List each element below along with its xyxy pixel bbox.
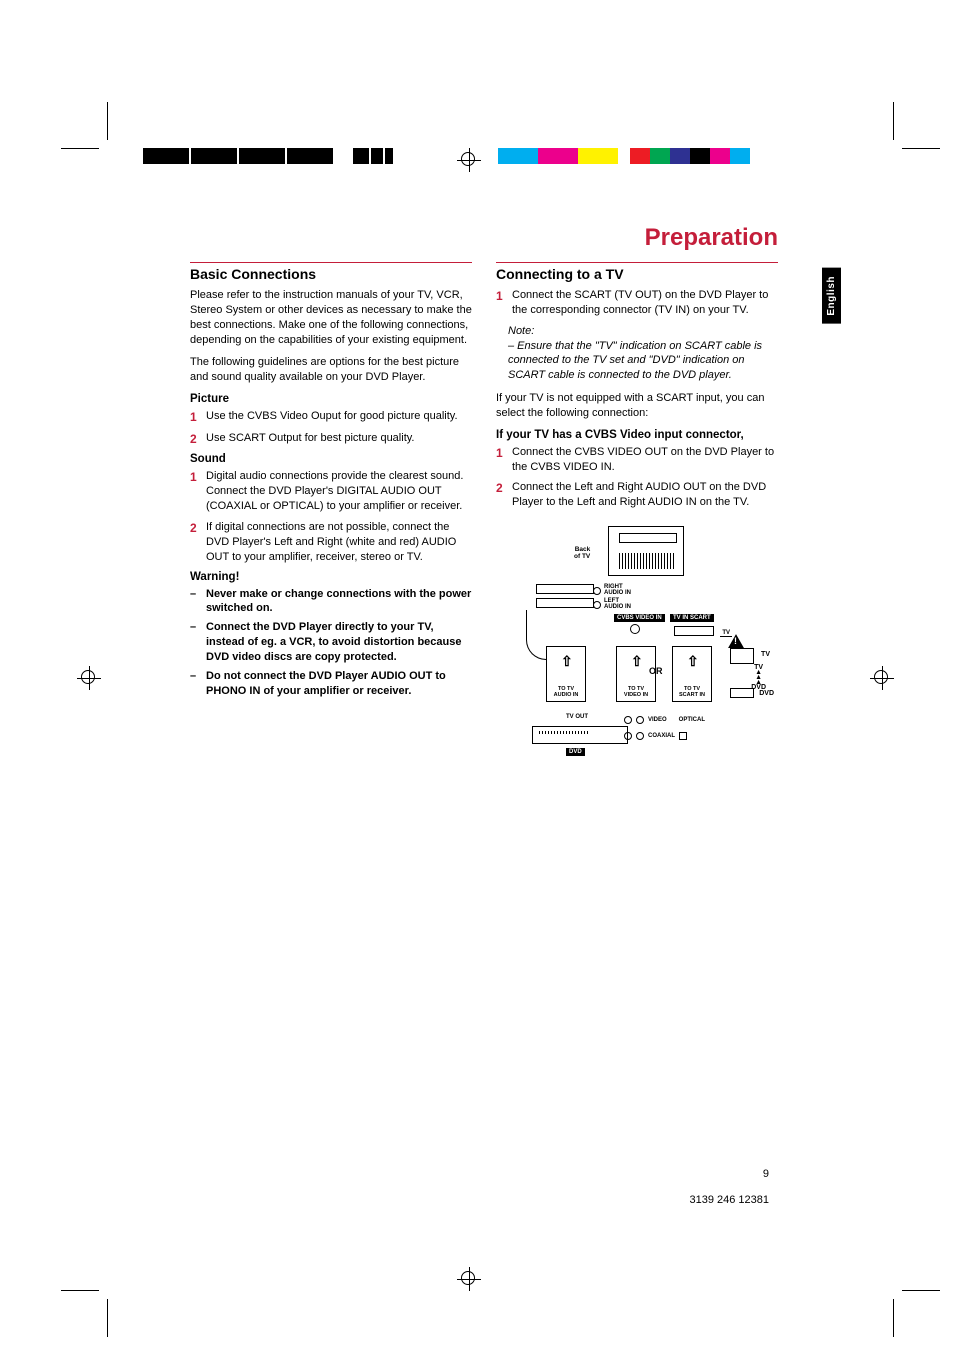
list-item: 1Use the CVBS Video Ouput for good pictu… [190, 409, 472, 425]
audio-right-jack [536, 584, 594, 594]
label-tv: TV [761, 651, 770, 658]
intro-paragraph: The following guidelines are options for… [190, 355, 472, 385]
section-connecting-tv: Connecting to a TV [496, 262, 778, 282]
list-item: 2If digital connections are not possible… [190, 520, 472, 565]
paragraph: If your TV is not equipped with a SCART … [496, 391, 778, 421]
registration-mark [457, 1267, 481, 1291]
connection-diagram: Back of TV RIGHT AUDIO IN LEFT AUDIO IN … [496, 518, 776, 778]
registration-mark [457, 148, 481, 172]
label-scart-tv: TV [720, 630, 732, 637]
label-dvd: DVD [759, 690, 774, 697]
list-item: 1Connect the SCART (TV OUT) on the DVD P… [496, 288, 778, 318]
port-row-top: VIDEO OPTICAL [624, 716, 705, 724]
page-content: Preparation Basic Connections Please ref… [190, 224, 778, 778]
label-right-audio: RIGHT AUDIO IN [604, 584, 631, 596]
list-item: 1Connect the CVBS VIDEO OUT on the DVD P… [496, 445, 778, 475]
colorbar-left [143, 148, 395, 164]
list-item: 2Use SCART Output for best picture quali… [190, 431, 472, 447]
left-column: Basic Connections Please refer to the in… [190, 262, 472, 778]
scart-port-icon [674, 626, 714, 636]
label-cvbs-in: CVBS VIDEO IN [614, 614, 665, 622]
label-tvout: TV OUT [566, 714, 588, 720]
dvd-icon [730, 688, 754, 698]
page-number: 9 [763, 1168, 769, 1180]
footer-code: 3139 246 12381 [689, 1194, 769, 1206]
cvbs-port-icon [630, 624, 640, 634]
list-item: 1Digital audio connections provide the c… [190, 469, 472, 514]
stack-arrows: TV ▲ ▲ ▲ DVD [751, 666, 766, 690]
list-item: 2Connect the Left and Right AUDIO OUT on… [496, 480, 778, 510]
dvd-player-icon [532, 726, 628, 744]
registration-mark [870, 666, 894, 690]
language-tab: English [822, 268, 841, 324]
label-left-audio: LEFT AUDIO IN [604, 598, 631, 610]
label-scart-in: TV IN SCART [670, 614, 714, 622]
colorbar-right [498, 148, 750, 164]
right-column: Connecting to a TV 1Connect the SCART (T… [496, 262, 778, 778]
port-row-bottom: COAXIAL [624, 732, 687, 740]
arrow-scart-in: ⇧ TO TV SCART IN [672, 646, 712, 702]
page-title: Preparation [190, 224, 778, 252]
cvbs-heading: If your TV has a CVBS Video input connec… [496, 429, 778, 441]
list-item: –Do not connect the DVD Player AUDIO OUT… [190, 669, 472, 699]
label-back-of-tv: Back of TV [574, 546, 590, 560]
tv-icon [730, 648, 754, 664]
list-item: –Never make or change connections with t… [190, 587, 472, 617]
note-block: Note: – Ensure that the "TV" indication … [496, 324, 778, 383]
tv-back-icon [608, 526, 684, 576]
list-item: –Connect the DVD Player directly to your… [190, 620, 472, 665]
warning-heading: Warning! [190, 571, 472, 583]
intro-paragraph: Please refer to the instruction manuals … [190, 288, 472, 347]
arrow-audio-in: ⇧ TO TV AUDIO IN [546, 646, 586, 702]
label-dvd-player: DVD [566, 748, 585, 756]
sound-heading: Sound [190, 453, 472, 465]
audio-left-jack [536, 598, 594, 608]
section-basic-connections: Basic Connections [190, 262, 472, 282]
picture-heading: Picture [190, 393, 472, 405]
registration-mark [77, 666, 101, 690]
label-or: OR [649, 666, 663, 676]
